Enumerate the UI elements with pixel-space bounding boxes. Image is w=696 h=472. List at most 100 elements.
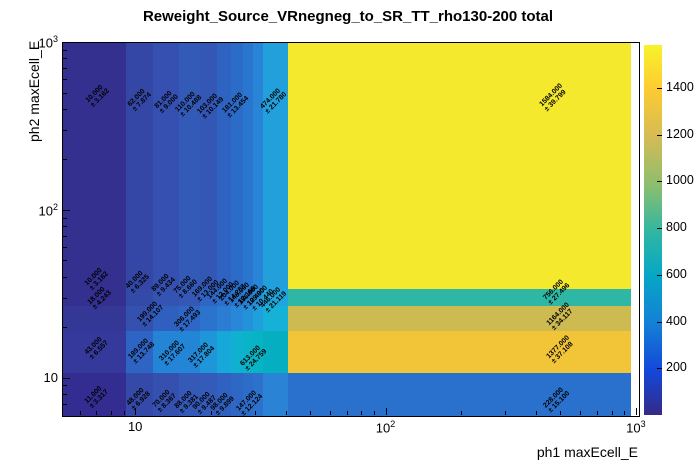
heatmap-cell <box>63 306 126 331</box>
heatmap-cell <box>262 330 288 373</box>
x-tick-label: 10 <box>127 419 143 434</box>
colorbar-tick-label: 600 <box>666 266 687 281</box>
colorbar-tick-label: 1400 <box>666 79 694 94</box>
heatmap-cell <box>199 288 218 306</box>
y-minor-tick <box>63 403 67 405</box>
heatmap-cell <box>217 288 231 306</box>
heatmap-cell <box>217 330 231 373</box>
x-minor-tick <box>611 411 613 415</box>
y-minor-tick <box>63 226 67 228</box>
y-minor-tick <box>63 108 67 110</box>
heatmap-cell <box>126 330 153 373</box>
y-minor-tick <box>63 260 67 262</box>
colorbar-tick <box>657 134 662 136</box>
x-minor-tick <box>123 411 125 415</box>
x-minor-tick <box>79 411 81 415</box>
x-major-tick <box>635 408 637 415</box>
colorbar-tick <box>657 87 662 89</box>
heatmap-cell <box>262 43 288 289</box>
heatmap-cell <box>179 288 200 306</box>
heatmap-cell <box>253 288 263 306</box>
colorbar-tick-label: 800 <box>666 220 687 235</box>
y-minor-tick <box>63 276 67 278</box>
x-major-tick <box>135 408 137 415</box>
y-minor-tick <box>63 49 67 51</box>
plot-area: 10.000 ± 3.162 62.000 ± 7.874 81.000 ± 9.0… <box>62 42 640 417</box>
heatmap-cell <box>199 306 218 331</box>
colorbar-tick <box>657 321 662 323</box>
heatmap-cell <box>287 288 631 306</box>
y-minor-tick <box>63 394 67 396</box>
y-minor-tick <box>63 129 67 131</box>
x-minor-tick <box>254 411 256 415</box>
heatmap-cell <box>253 43 263 289</box>
heatmap-cell <box>262 288 288 306</box>
heatmap-cell <box>262 306 288 331</box>
y-minor-tick <box>63 217 67 219</box>
y-tick-label: 103 <box>38 34 58 51</box>
heatmap-cell <box>199 43 218 289</box>
x-minor-tick <box>560 411 562 415</box>
x-minor-tick <box>346 411 348 415</box>
y-minor-tick <box>63 159 67 161</box>
y-minor-tick <box>63 385 67 387</box>
heatmap-cell <box>153 330 179 373</box>
y-tick-label: 10 <box>43 369 58 385</box>
heatmap-cell <box>126 288 153 306</box>
heatmap-cell <box>126 306 153 331</box>
x-minor-tick <box>329 411 331 415</box>
heatmap-cell <box>63 330 126 373</box>
x-minor-tick <box>361 411 363 415</box>
color-scale-bar <box>644 45 662 415</box>
y-minor-tick <box>63 92 67 94</box>
x-minor-tick <box>374 411 376 415</box>
colorbar-tick-label: 1000 <box>666 173 694 188</box>
heatmap-cell <box>287 306 631 331</box>
x-minor-tick <box>285 411 287 415</box>
y-minor-tick <box>63 327 67 329</box>
heatmap-cell <box>231 288 243 306</box>
heatmap-cell <box>199 330 218 373</box>
heatmap-cell <box>63 372 126 416</box>
colorbar-tick <box>657 274 662 276</box>
y-minor-tick <box>63 68 67 69</box>
heatmap-cell <box>199 372 218 416</box>
x-minor-tick <box>504 411 506 415</box>
heatmap-cell <box>243 330 254 373</box>
heatmap-cell <box>243 372 254 416</box>
x-minor-tick <box>597 411 599 415</box>
y-major-tick <box>63 209 70 211</box>
heatmap-cell <box>179 43 200 289</box>
colorbar-tick-label: 200 <box>666 360 687 375</box>
heatmap-cell <box>217 306 231 331</box>
colorbar-tick <box>657 228 662 230</box>
y-minor-tick <box>63 58 67 60</box>
heatmap-cell <box>231 306 243 331</box>
x-minor-tick <box>310 411 312 415</box>
heatmap-cell <box>287 372 631 416</box>
heatmap-cell <box>153 288 179 306</box>
heatmap-cell <box>217 43 231 289</box>
heatmap-cell <box>243 306 254 331</box>
y-axis-title: ph2 maxEcell_E <box>26 40 42 142</box>
heatmap-cell <box>253 306 263 331</box>
heatmap-cell <box>287 43 631 289</box>
x-tick-label: 102 <box>375 419 396 436</box>
plot-title: Reweight_Source_VRnegneg_to_SR_TT_rho130… <box>142 8 554 25</box>
heatmap-cell <box>153 372 179 416</box>
x-minor-tick <box>210 411 212 415</box>
heatmap-cell <box>179 306 200 331</box>
y-minor-tick <box>63 297 67 299</box>
colorbar-tick-label: 1200 <box>666 126 694 141</box>
heatmap-cell <box>63 43 126 289</box>
y-major-tick <box>63 377 70 379</box>
y-minor-tick <box>63 247 67 249</box>
x-minor-tick <box>96 411 98 415</box>
x-minor-tick <box>536 411 538 415</box>
heatmap-cell <box>217 372 231 416</box>
heatmap-cell <box>253 372 263 416</box>
heatmap-cell <box>179 330 200 373</box>
x-minor-tick <box>580 411 582 415</box>
x-major-tick <box>385 408 387 415</box>
